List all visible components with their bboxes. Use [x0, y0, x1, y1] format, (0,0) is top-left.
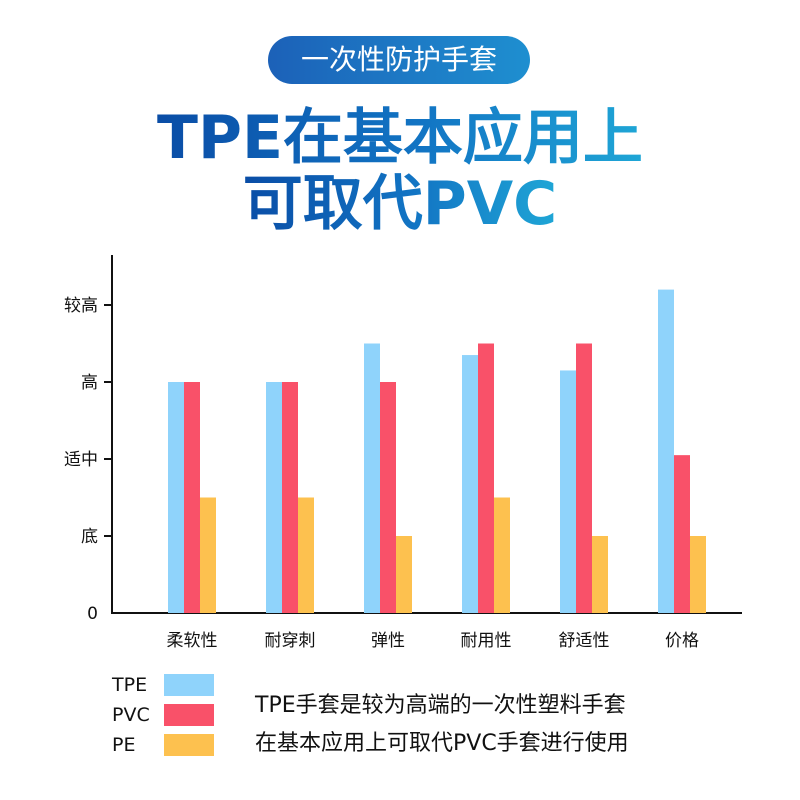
bar-pe-4 — [592, 536, 608, 613]
bar-pe-2 — [396, 536, 412, 613]
bar-tpe-2 — [364, 343, 380, 613]
bar-pvc-0 — [184, 382, 200, 613]
headline-line-2: 可取代PVC — [242, 169, 558, 239]
caption-line-2: 在基本应用上可取代PVC手套进行使用 — [255, 731, 629, 756]
bar-pvc-4 — [576, 343, 592, 613]
bar-pvc-2 — [380, 382, 396, 613]
x-tick-label-3: 耐用性 — [461, 631, 512, 651]
x-tick-label-0: 柔软性 — [167, 631, 218, 651]
y-tick-label-1: 底 — [81, 527, 98, 547]
y-tick-label-3: 高 — [81, 373, 98, 393]
bar-pe-5 — [690, 536, 706, 613]
legend-label-tpe: TPE — [112, 674, 148, 696]
headline-line-1: TPE在基本应用上 — [157, 103, 643, 173]
x-tick-label-5: 价格 — [665, 631, 699, 651]
bar-pe-1 — [298, 497, 314, 613]
bar-pe-0 — [200, 497, 216, 613]
bar-tpe-5 — [658, 289, 674, 613]
x-tick-label-2: 弹性 — [371, 631, 405, 651]
x-tick-label-1: 耐穿刺 — [265, 631, 316, 651]
y-tick-label-0: 0 — [87, 604, 98, 624]
category-badge: 一次性防护手套 — [268, 36, 530, 84]
bar-tpe-1 — [266, 382, 282, 613]
bar-tpe-4 — [560, 370, 576, 613]
legend-swatch-tpe — [164, 674, 214, 696]
bar-pvc-5 — [674, 455, 690, 613]
y-tick-label-2: 适中 — [64, 450, 98, 470]
bar-tpe-3 — [462, 355, 478, 613]
bar-tpe-0 — [168, 382, 184, 613]
legend-swatch-pvc — [164, 704, 214, 726]
bar-pvc-3 — [478, 343, 494, 613]
x-tick-label-4: 舒适性 — [559, 631, 610, 651]
legend-label-pe: PE — [112, 734, 136, 756]
legend-swatch-pe — [164, 734, 214, 756]
bar-pvc-1 — [282, 382, 298, 613]
bar-pe-3 — [494, 497, 510, 613]
caption-line-1: TPE手套是较为高端的一次性塑料手套 — [255, 693, 626, 718]
legend-label-pvc: PVC — [112, 704, 150, 726]
y-tick-label-4: 较高 — [64, 296, 98, 316]
